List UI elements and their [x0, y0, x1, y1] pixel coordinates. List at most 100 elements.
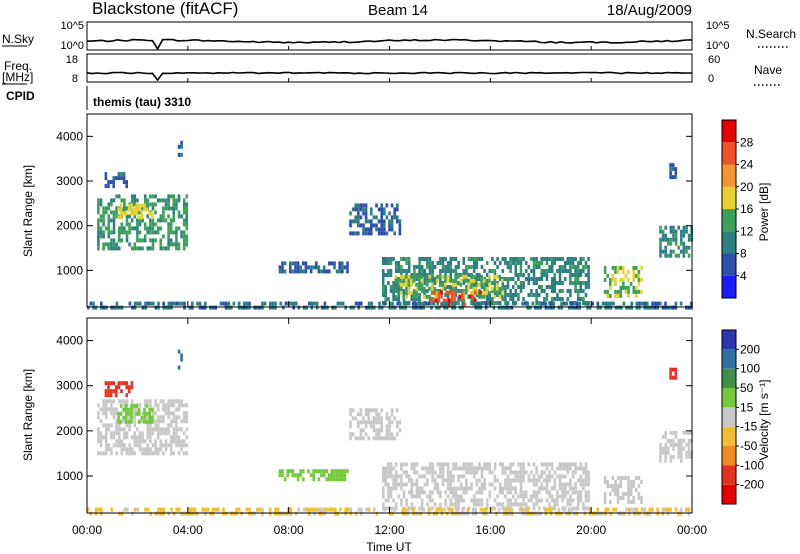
data-cell: [553, 482, 557, 487]
data-cell: [133, 407, 137, 412]
data-cell: [446, 478, 450, 483]
data-cell: [537, 293, 541, 297]
data-cell: [530, 289, 533, 293]
data-cell: [669, 167, 672, 172]
data-cell: [488, 297, 492, 301]
data-cell: [459, 482, 463, 487]
data-cell: [687, 237, 691, 242]
data-cell: [309, 269, 313, 274]
data-cell: [94, 305, 98, 310]
data-cell: [261, 301, 264, 306]
data-cell: [299, 473, 302, 478]
data-cell: [466, 507, 470, 512]
data-cell: [172, 411, 176, 416]
data-cell: [428, 257, 432, 261]
data-cell: [661, 507, 665, 512]
colorbar-segment: [722, 349, 736, 369]
data-cell: [462, 462, 466, 467]
data-cell: [616, 496, 620, 500]
data-cell: [452, 494, 455, 499]
data-cell: [545, 261, 549, 265]
data-cell: [357, 305, 360, 310]
data-cell: [454, 285, 458, 289]
data-cell: [523, 511, 527, 516]
data-cell: [443, 286, 447, 291]
data-cell: [115, 389, 118, 394]
data-cell: [532, 478, 536, 483]
data-cell: [364, 207, 368, 212]
data-cell: [420, 466, 424, 471]
data-cell: [467, 466, 471, 471]
data-cell: [457, 301, 460, 305]
data-cell: [431, 466, 434, 471]
data-cell: [130, 411, 133, 416]
data-cell: [674, 367, 678, 372]
data-cell: [418, 494, 421, 499]
data-cell: [614, 305, 618, 310]
data-cell: [444, 490, 447, 495]
data-cell: [429, 298, 433, 303]
data-cell: [323, 507, 327, 512]
data-cell: [167, 411, 170, 416]
data-cell: [146, 415, 150, 420]
data-cell: [375, 432, 378, 437]
data-cell: [587, 277, 590, 281]
data-cell: [136, 230, 139, 235]
data-cell: [148, 411, 151, 416]
data-cell: [470, 498, 473, 503]
data-cell: [601, 301, 605, 306]
data-cell: [99, 443, 103, 448]
data-cell: [418, 490, 421, 495]
data-cell: [556, 281, 559, 285]
data-cell: [109, 381, 113, 386]
data-cell: [431, 474, 434, 479]
data-cell: [162, 198, 165, 203]
data-cell: [107, 443, 111, 448]
data-cell: [415, 265, 419, 269]
data-cell: [504, 486, 507, 491]
data-cell: [120, 399, 124, 404]
data-cell: [672, 249, 675, 254]
data-cell: [323, 511, 327, 516]
data-cell: [627, 289, 630, 294]
data-cell: [370, 211, 373, 216]
data-cell: [164, 443, 168, 448]
data-cell: [245, 507, 249, 512]
data-cell: [380, 203, 383, 208]
data-cell: [172, 403, 176, 408]
data-cell: [357, 507, 360, 512]
data-cell: [503, 305, 506, 310]
data-cell: [550, 257, 554, 261]
data-cell: [462, 281, 466, 285]
data-cell: [484, 507, 488, 512]
data-cell: [519, 502, 523, 507]
data-cell: [390, 412, 394, 417]
data-cell: [667, 253, 670, 258]
data-cell: [587, 482, 590, 487]
data-cell: [550, 466, 554, 471]
data-cell: [154, 427, 157, 432]
data-cell: [320, 469, 323, 474]
data-cell: [561, 474, 564, 479]
data-cell: [263, 301, 267, 306]
data-cell: [503, 507, 506, 512]
data-cell: [362, 227, 365, 232]
data-cell: [457, 281, 460, 285]
data-cell: [112, 411, 116, 416]
data-cell: [99, 218, 103, 223]
data-cell: [123, 226, 126, 231]
data-cell: [110, 198, 113, 203]
data-cell: [143, 451, 147, 456]
data-cell: [130, 226, 134, 231]
data-cell: [418, 474, 421, 479]
data-cell: [162, 305, 165, 310]
data-cell: [162, 511, 165, 516]
data-cell: [276, 511, 280, 516]
data-cell: [343, 469, 347, 474]
data-cell: [431, 277, 434, 281]
data-cell: [110, 451, 113, 456]
data-cell: [553, 289, 557, 293]
data-cell: [519, 470, 523, 475]
data-cell: [354, 436, 357, 441]
